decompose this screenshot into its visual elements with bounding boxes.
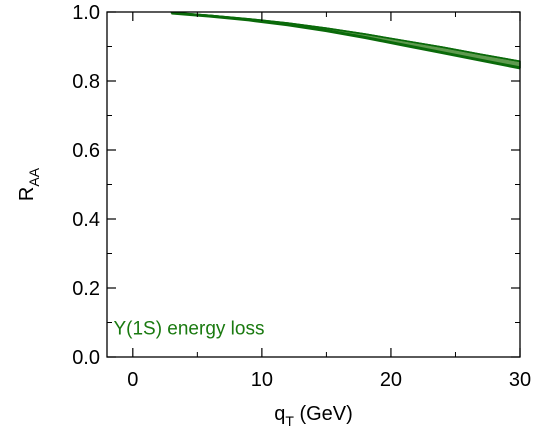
y-tick-label: 0.0 (72, 347, 100, 369)
y-tick-label: 0.8 (72, 71, 100, 93)
tick-layer (107, 11, 521, 358)
x-tick-label: 0 (127, 369, 138, 391)
x-axis-title-sub: T (285, 413, 294, 429)
plot-frame (106, 11, 521, 358)
x-axis-title-main: q (274, 403, 285, 425)
tick-label-layer: 0 10 20 30 0.0 0.2 0.4 0.6 0.8 1.0 (72, 2, 531, 391)
y-tick-label: 0.4 (72, 209, 100, 231)
annotation-label: Υ(1S) energy loss (113, 319, 264, 340)
y-axis-title-main: R (16, 187, 38, 201)
x-tick-label: 10 (251, 369, 273, 391)
series-0-lower-line (171, 11, 521, 70)
y-axis-title: RAA (16, 167, 42, 201)
x-tick-label: 30 (509, 369, 531, 391)
series-0-band (170, 11, 521, 69)
y-axis-title-sub: AA (26, 167, 42, 186)
y-tick-label: 0.2 (72, 278, 100, 300)
annotation-layer: Υ(1S) energy loss (113, 319, 264, 340)
y-tick-label: 1.0 (72, 2, 100, 24)
x-tick-label: 20 (380, 369, 402, 391)
x-axis-title-unit: (GeV) (294, 403, 353, 425)
series-0-upper-line (171, 11, 521, 63)
x-axis-title: qT (GeV) (274, 403, 353, 429)
y-tick-label: 0.6 (72, 140, 100, 162)
series-band-layer (170, 11, 521, 70)
